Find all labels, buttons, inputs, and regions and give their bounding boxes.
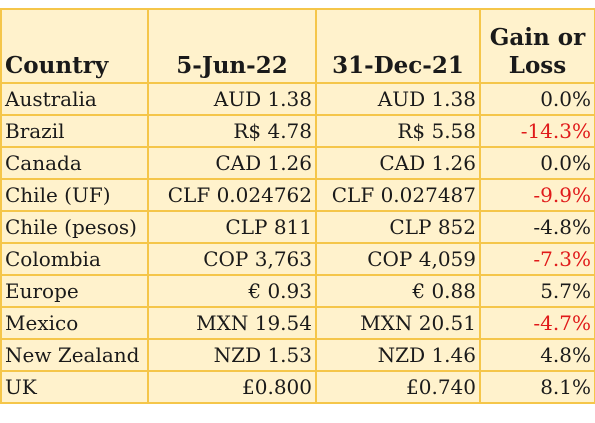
header-country: Country [0, 8, 149, 84]
cell-31-dec-21: MXN 20.51 [315, 306, 481, 340]
cell-31-dec-21: € 0.88 [315, 274, 481, 308]
exchange-rate-table: Country 5-Jun-22 31-Dec-21 Gain or Loss … [0, 8, 595, 404]
cell-country: Colombia [0, 242, 149, 276]
cell-gain-or-loss: 0.0% [479, 146, 595, 180]
cell-gain-or-loss: 8.1% [479, 370, 595, 404]
cell-31-dec-21: AUD 1.38 [315, 82, 481, 116]
table-row: Brazil R$ 4.78 R$ 5.58 -14.3% [0, 114, 595, 148]
cell-31-dec-21: CLF 0.027487 [315, 178, 481, 212]
table-row: Chile (UF) CLF 0.024762 CLF 0.027487 -9.9% [0, 178, 595, 212]
table-header: Country 5-Jun-22 31-Dec-21 Gain or Loss [0, 8, 595, 84]
header-gain-or-loss: Gain or Loss [479, 8, 595, 84]
cell-31-dec-21: £0.740 [315, 370, 481, 404]
cell-country: Canada [0, 146, 149, 180]
table-row: Australia AUD 1.38 AUD 1.38 0.0% [0, 82, 595, 116]
cell-5-jun-22: NZD 1.53 [147, 338, 317, 372]
table-body: Australia AUD 1.38 AUD 1.38 0.0% Brazil R$ 4.… [0, 82, 595, 404]
cell-31-dec-21: NZD 1.46 [315, 338, 481, 372]
header-5-jun-22: 5-Jun-22 [147, 8, 317, 84]
cell-5-jun-22: COP 3,763 [147, 242, 317, 276]
table-row: Colombia COP 3,763 COP 4,059 -7.3% [0, 242, 595, 276]
cell-country: Mexico [0, 306, 149, 340]
table-row: Mexico MXN 19.54 MXN 20.51 -4.7% [0, 306, 595, 340]
cell-31-dec-21: CAD 1.26 [315, 146, 481, 180]
cell-5-jun-22: € 0.93 [147, 274, 317, 308]
cell-country: Chile (pesos) [0, 210, 149, 244]
cell-gain-or-loss: -9.9% [479, 178, 595, 212]
cell-5-jun-22: CAD 1.26 [147, 146, 317, 180]
cell-gain-or-loss: -7.3% [479, 242, 595, 276]
table-row: New Zealand NZD 1.53 NZD 1.46 4.8% [0, 338, 595, 372]
header-31-dec-21: 31-Dec-21 [315, 8, 481, 84]
cell-country: Chile (UF) [0, 178, 149, 212]
cell-gain-or-loss: 0.0% [479, 82, 595, 116]
cell-country: UK [0, 370, 149, 404]
cell-gain-or-loss: 5.7% [479, 274, 595, 308]
cell-country: New Zealand [0, 338, 149, 372]
cell-country: Australia [0, 82, 149, 116]
cell-country: Europe [0, 274, 149, 308]
cell-5-jun-22: CLP 811 [147, 210, 317, 244]
cell-31-dec-21: COP 4,059 [315, 242, 481, 276]
cell-5-jun-22: MXN 19.54 [147, 306, 317, 340]
table-row: UK £0.800 £0.740 8.1% [0, 370, 595, 404]
cell-5-jun-22: £0.800 [147, 370, 317, 404]
cell-gain-or-loss: -4.7% [479, 306, 595, 340]
table-row: Europe € 0.93 € 0.88 5.7% [0, 274, 595, 308]
cell-gain-or-loss: 4.8% [479, 338, 595, 372]
cell-gain-or-loss: -14.3% [479, 114, 595, 148]
cell-gain-or-loss: -4.8% [479, 210, 595, 244]
table-row: Canada CAD 1.26 CAD 1.26 0.0% [0, 146, 595, 180]
cell-31-dec-21: R$ 5.58 [315, 114, 481, 148]
cell-5-jun-22: CLF 0.024762 [147, 178, 317, 212]
cell-country: Brazil [0, 114, 149, 148]
cell-31-dec-21: CLP 852 [315, 210, 481, 244]
cell-5-jun-22: AUD 1.38 [147, 82, 317, 116]
table-row: Chile (pesos) CLP 811 CLP 852 -4.8% [0, 210, 595, 244]
header-row: Country 5-Jun-22 31-Dec-21 Gain or Loss [0, 8, 595, 84]
cell-5-jun-22: R$ 4.78 [147, 114, 317, 148]
